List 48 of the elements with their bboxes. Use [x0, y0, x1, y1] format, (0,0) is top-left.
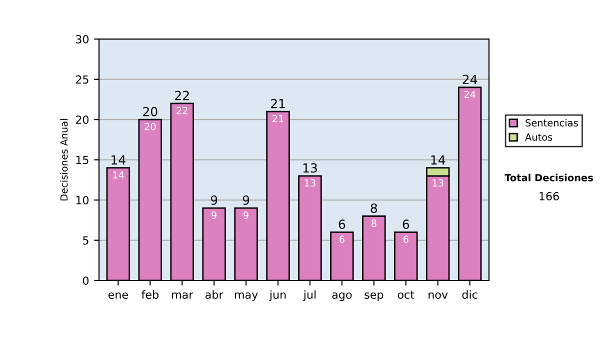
total-label: 6: [402, 220, 410, 229]
total-label: 13: [303, 163, 317, 173]
x-tick-label: dic: [462, 290, 478, 299]
x-tick-label: feb: [142, 290, 158, 299]
total-label: 9: [242, 195, 250, 205]
data-label: 20: [144, 122, 156, 130]
total-label: 6: [338, 220, 346, 229]
y-tick-label: 30: [76, 35, 89, 44]
data-label: 6: [340, 236, 344, 243]
x-tick-label: abr: [206, 290, 224, 299]
x-tick-label: nov: [428, 292, 448, 299]
total-label: 14: [431, 155, 446, 164]
legend-label: Autos: [525, 134, 552, 141]
y-tick-label: 10: [76, 196, 89, 204]
x-tick-label: mar: [172, 292, 194, 299]
total-label: 21: [270, 98, 285, 108]
data-label: 22: [176, 106, 188, 114]
total-label: 14: [112, 155, 126, 164]
data-label: 13: [304, 179, 316, 187]
total-label: 9: [210, 195, 218, 205]
data-label: 8: [371, 220, 376, 227]
x-tick-label: oct: [398, 290, 414, 299]
text: Total Decisiones: [504, 174, 593, 182]
y-axis-title: Decisiones Anual: [60, 119, 68, 200]
x-tick-label: sep: [364, 292, 384, 301]
x-tick-label: may: [234, 292, 258, 301]
total-label: 20: [143, 106, 158, 116]
x-tick-label: ago: [332, 292, 352, 301]
total-label: 24: [462, 74, 478, 84]
data-label: 21: [272, 114, 284, 122]
data-label: 24: [464, 90, 476, 98]
y-tick-label: 25: [76, 75, 88, 84]
x-tick-label: jun: [269, 290, 286, 301]
total-label: 22: [175, 90, 189, 100]
data-label: 14: [113, 171, 124, 178]
data-label: 9: [244, 211, 248, 219]
y-tick-label: 0: [82, 276, 89, 285]
text: 166: [540, 192, 559, 200]
total-label: 8: [370, 203, 378, 213]
data-label: 6: [403, 236, 408, 243]
y-tick-label: 5: [83, 236, 88, 245]
y-tick-label: 20: [76, 116, 89, 124]
data-label: 13: [432, 179, 444, 187]
x-tick-label: ene: [108, 292, 128, 299]
y-tick-label: 15: [76, 156, 88, 164]
data-label: 9: [212, 211, 216, 219]
legend-label: Sentencias: [526, 118, 578, 127]
x-tick-label: jul: [303, 290, 316, 301]
